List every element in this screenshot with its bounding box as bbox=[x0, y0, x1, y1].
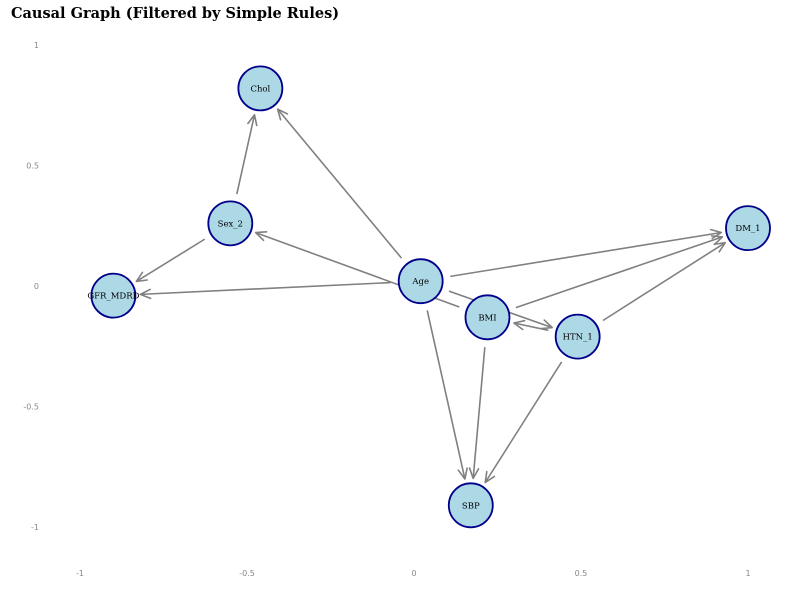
node-gfr-mdrd[interactable]: GFR_MDRD bbox=[87, 272, 140, 319]
y-tick-label: 0.5 bbox=[26, 162, 39, 171]
node-chol[interactable]: Chol bbox=[237, 65, 284, 112]
edge-sex_2-to-gfr_mdrd bbox=[135, 238, 206, 283]
edge-bmi-to-dm_1 bbox=[515, 235, 724, 309]
edge-htn_1-to-dm_1 bbox=[602, 241, 727, 322]
edge-htn_1-to-bmi bbox=[513, 319, 549, 332]
edge-sex_2-to-chol bbox=[236, 113, 258, 195]
node-circle bbox=[464, 294, 511, 341]
x-tick-label: -1 bbox=[76, 569, 84, 578]
x-tick-label: -0.5 bbox=[239, 569, 255, 578]
edge-bmi-to-sbp bbox=[468, 347, 486, 480]
node-circle bbox=[90, 272, 137, 319]
node-circle bbox=[725, 205, 771, 252]
node-label: GFR_MDRD bbox=[87, 292, 139, 302]
node-sbp[interactable]: SBP bbox=[447, 482, 494, 529]
node-label: BMI bbox=[478, 313, 496, 323]
node-circle bbox=[554, 313, 601, 360]
node-label: Sex_2 bbox=[218, 219, 243, 229]
y-tick-label: -1 bbox=[31, 523, 39, 532]
node-htn-1[interactable]: HTN_1 bbox=[554, 313, 601, 360]
node-label: HTN_1 bbox=[563, 333, 593, 343]
edge-htn_1-to-sbp bbox=[484, 361, 563, 484]
x-tick-label: 0 bbox=[411, 569, 416, 578]
edge-age-to-sbp bbox=[426, 310, 468, 480]
x-axis: -1 -0.5 0 0.5 1 bbox=[76, 569, 751, 578]
nodes: Chol Sex_2 GFR_MDRD Age BMI HTN_1 DM_1 SBP bbox=[87, 65, 771, 529]
y-tick-label: 1 bbox=[34, 41, 39, 50]
node-bmi[interactable]: BMI bbox=[464, 294, 511, 341]
graph-title: Causal Graph (Filtered by Simple Rules) bbox=[11, 5, 340, 22]
y-axis: 1 0.5 0 -0.5 -1 bbox=[23, 41, 39, 532]
node-label: Chol bbox=[250, 84, 270, 94]
node-sex-2[interactable]: Sex_2 bbox=[207, 200, 254, 247]
node-circle bbox=[237, 65, 284, 112]
node-age[interactable]: Age bbox=[397, 258, 444, 305]
edges bbox=[135, 108, 727, 484]
y-tick-label: -0.5 bbox=[23, 403, 39, 412]
node-label: Age bbox=[411, 277, 429, 287]
edge-age-to-dm_1 bbox=[450, 228, 723, 278]
x-tick-label: 1 bbox=[745, 569, 750, 578]
node-circle bbox=[397, 258, 444, 305]
node-circle bbox=[447, 482, 494, 529]
node-circle bbox=[207, 200, 254, 247]
edge-age-to-gfr_mdrd bbox=[139, 281, 391, 300]
node-label: DM_1 bbox=[735, 224, 760, 234]
x-tick-label: 0.5 bbox=[575, 569, 588, 578]
y-tick-label: 0 bbox=[34, 282, 39, 291]
edge-age-to-chol bbox=[276, 108, 403, 259]
node-dm-1[interactable]: DM_1 bbox=[725, 205, 771, 252]
node-label: SBP bbox=[462, 501, 480, 511]
